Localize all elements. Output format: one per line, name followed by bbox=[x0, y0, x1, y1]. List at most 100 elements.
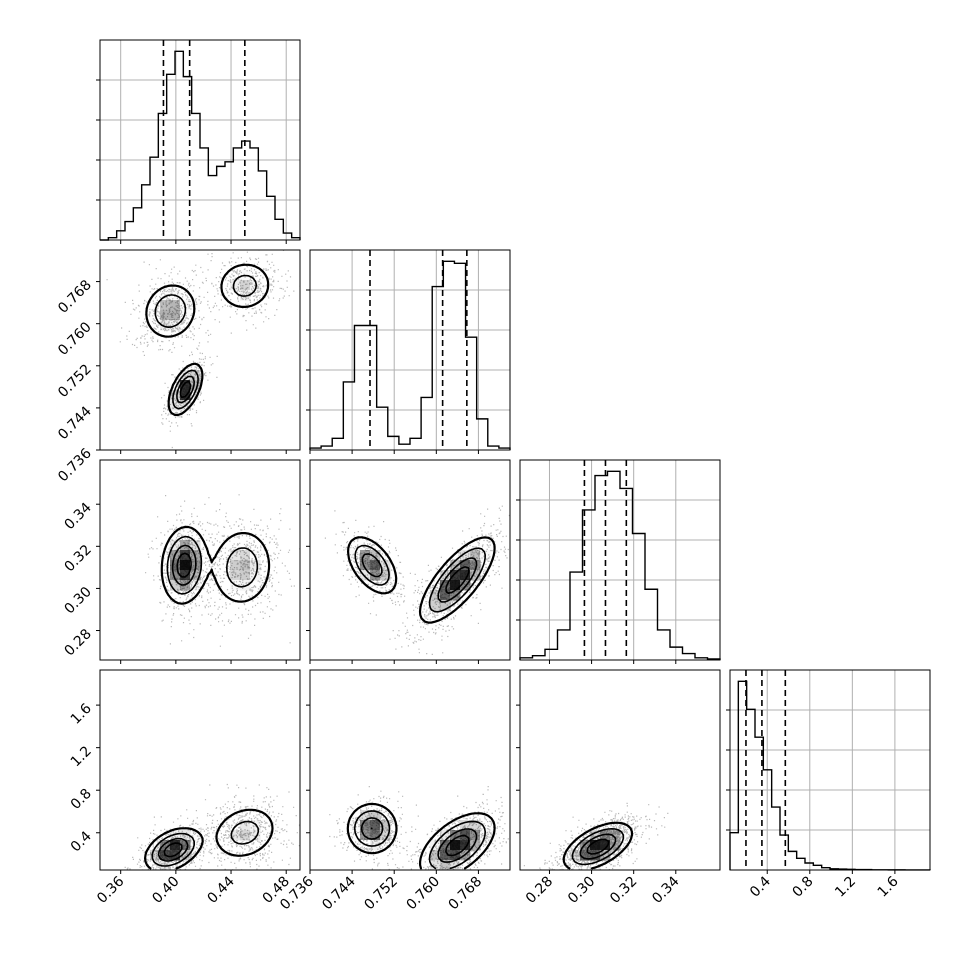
hist-cell bbox=[370, 550, 381, 561]
hist-cell bbox=[230, 830, 241, 841]
hist-cell bbox=[440, 860, 451, 870]
hist-cell bbox=[230, 560, 241, 571]
contour-line bbox=[445, 566, 470, 594]
contour-line bbox=[346, 802, 496, 870]
hist-cell bbox=[460, 840, 471, 851]
x-tick-label: 0.752 bbox=[361, 874, 401, 914]
hist-cell bbox=[180, 550, 191, 561]
x-tick-label: 0.44 bbox=[205, 873, 238, 906]
contour-line bbox=[353, 810, 486, 870]
hist-cell bbox=[170, 300, 181, 311]
scatter-points bbox=[329, 775, 510, 870]
y-tick-label: 0.744 bbox=[55, 403, 95, 443]
hist-cell bbox=[460, 560, 471, 571]
contour-line bbox=[145, 263, 270, 417]
hist-cell bbox=[380, 570, 391, 581]
axes-frame bbox=[729, 669, 931, 871]
hexbin-layer bbox=[150, 270, 621, 870]
hist-cell bbox=[170, 540, 181, 551]
scatter-points bbox=[124, 783, 300, 870]
hist-cell bbox=[440, 590, 451, 601]
tick-layer: 0.36 0.40 0.44 0.480.736 0.744 0.752 0.760 0.76… bbox=[55, 79, 902, 914]
histogram-layer bbox=[100, 40, 931, 871]
panel-contours bbox=[347, 536, 496, 624]
hist-cell bbox=[160, 320, 171, 331]
hist-cell bbox=[150, 850, 161, 861]
hist-cell bbox=[170, 830, 181, 841]
hist-cell bbox=[360, 560, 371, 571]
hist-cell bbox=[470, 550, 481, 561]
hist-cell bbox=[240, 280, 251, 291]
y-tick-label: 0.752 bbox=[55, 361, 95, 401]
hist-cell bbox=[470, 570, 481, 581]
axes-frame bbox=[99, 249, 301, 451]
y-tick-label: 0.736 bbox=[55, 445, 95, 485]
panel-contours bbox=[144, 808, 274, 870]
hist-cell bbox=[470, 820, 481, 831]
hist-cell bbox=[230, 280, 241, 291]
hist-cell bbox=[190, 370, 201, 381]
contour-line bbox=[176, 375, 195, 404]
contour-line bbox=[163, 842, 183, 858]
y-tick-label: 0.30 bbox=[61, 584, 94, 617]
contour-line bbox=[179, 380, 192, 399]
hist-cell bbox=[230, 550, 241, 561]
hist-cell bbox=[180, 840, 191, 851]
hist-cell bbox=[190, 380, 201, 391]
hist-cell bbox=[360, 810, 371, 821]
hist-cell bbox=[180, 380, 191, 391]
y-tick-label: 1.2 bbox=[68, 743, 95, 770]
y-tick-label: 0.34 bbox=[61, 500, 94, 533]
histogram-step bbox=[100, 50, 301, 241]
hist-cell bbox=[450, 860, 461, 870]
hist-cell bbox=[170, 310, 181, 321]
hist-cell bbox=[460, 570, 471, 581]
contour-layer bbox=[144, 263, 634, 870]
hist-cell bbox=[170, 840, 181, 851]
hist-cell bbox=[360, 570, 371, 581]
hist-cell bbox=[430, 590, 441, 601]
contour-line bbox=[347, 536, 496, 624]
x-tick-label: 1.6 bbox=[875, 873, 902, 900]
hist-cell bbox=[160, 860, 171, 870]
hist-cell bbox=[470, 840, 481, 851]
contour-line bbox=[151, 820, 260, 867]
x-tick-label: 0.744 bbox=[319, 873, 359, 913]
axes-frames bbox=[99, 39, 931, 871]
hist-cell bbox=[440, 580, 451, 591]
contour-line bbox=[360, 817, 478, 863]
scatter-points bbox=[523, 802, 669, 870]
hist-cell bbox=[380, 560, 391, 571]
scatter-layer bbox=[106, 250, 669, 870]
contour-line bbox=[157, 837, 189, 862]
panel-contours bbox=[145, 263, 270, 417]
panel-contours bbox=[562, 821, 634, 870]
y-tick-label: 0.760 bbox=[55, 319, 95, 359]
contour-line bbox=[160, 525, 271, 605]
hist-cell bbox=[370, 810, 381, 821]
grid-layer bbox=[100, 40, 930, 870]
hist-cell bbox=[450, 560, 461, 571]
hist-cell bbox=[430, 850, 441, 861]
axes-frame bbox=[519, 459, 721, 661]
x-tick-label: 0.36 bbox=[94, 873, 127, 906]
hist-cell bbox=[160, 310, 171, 321]
hist-cell bbox=[440, 850, 451, 861]
hist-cell bbox=[360, 550, 371, 561]
axes-frame bbox=[99, 459, 301, 661]
hist-cell bbox=[370, 570, 381, 581]
hist-cell bbox=[440, 600, 451, 611]
hist-cell bbox=[440, 570, 451, 581]
hist-cell bbox=[250, 560, 261, 571]
x-tick-label: 1.2 bbox=[832, 874, 859, 901]
hist-cell bbox=[430, 600, 441, 611]
axes-frame bbox=[309, 459, 511, 661]
hist-cell bbox=[590, 830, 601, 841]
hist-cell bbox=[190, 540, 201, 551]
x-tick-label: 0.40 bbox=[149, 874, 182, 907]
panel-contours bbox=[160, 525, 271, 605]
axes-frame bbox=[309, 669, 511, 871]
y-tick-label: 0.28 bbox=[61, 626, 94, 659]
x-tick-label: 0.4 bbox=[747, 873, 774, 900]
hist-cell bbox=[610, 830, 621, 841]
